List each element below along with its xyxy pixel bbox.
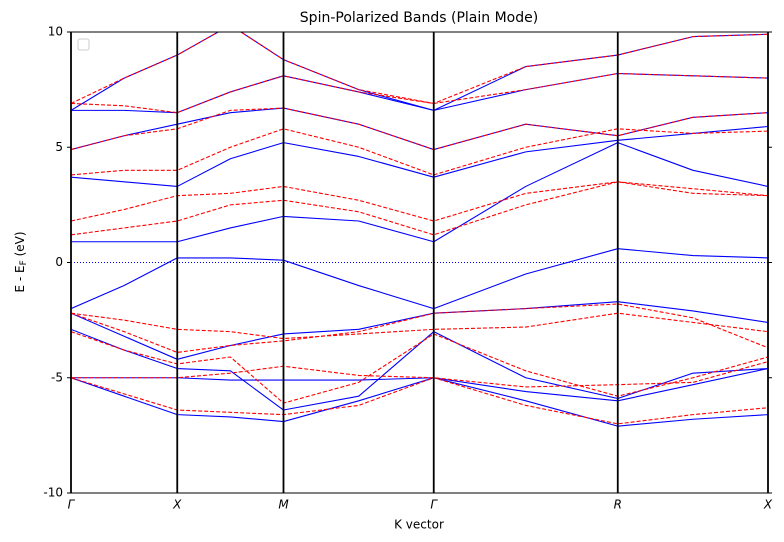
chart-title: Spin-Polarized Bands (Plain Mode) bbox=[300, 10, 538, 26]
band-line bbox=[71, 367, 768, 402]
band-line bbox=[71, 107, 768, 151]
y-tick-label: -5 bbox=[51, 370, 63, 384]
band-line bbox=[71, 125, 768, 187]
band-line bbox=[71, 181, 768, 236]
band-line bbox=[71, 142, 768, 243]
band-line bbox=[71, 32, 768, 111]
y-label-subscript: F bbox=[19, 260, 29, 265]
band-line bbox=[71, 181, 768, 222]
y-tick-label: 5 bbox=[55, 140, 63, 154]
x-tick-label: Γ bbox=[430, 498, 438, 512]
band-line bbox=[71, 312, 768, 340]
x-tick-label: M bbox=[278, 498, 289, 512]
x-tick-label: Γ bbox=[68, 498, 76, 512]
band-line bbox=[71, 361, 768, 388]
band-line bbox=[71, 301, 768, 360]
band-line bbox=[71, 248, 768, 310]
band-line bbox=[71, 32, 768, 105]
y-tick-label: 0 bbox=[55, 255, 63, 269]
x-tick-label: X bbox=[172, 498, 182, 512]
y-label-suffix: (eV) bbox=[13, 231, 27, 260]
y-tick-label: 10 bbox=[48, 25, 63, 39]
y-tick-label: -10 bbox=[43, 486, 63, 500]
band-line bbox=[71, 72, 768, 114]
y-label-text: E - E bbox=[13, 265, 27, 292]
band-line bbox=[71, 331, 768, 404]
x-tick-label: R bbox=[614, 498, 622, 512]
legend bbox=[77, 38, 90, 51]
plot-area bbox=[71, 32, 768, 427]
x-axis-label: K vector bbox=[394, 518, 444, 532]
band-line bbox=[71, 107, 768, 151]
band-line bbox=[71, 303, 768, 353]
band-line bbox=[71, 377, 768, 425]
y-axis-label: E - EF (eV) bbox=[13, 231, 29, 292]
band-line bbox=[71, 377, 768, 427]
band-line bbox=[71, 328, 768, 411]
x-tick-label: X bbox=[763, 498, 773, 512]
